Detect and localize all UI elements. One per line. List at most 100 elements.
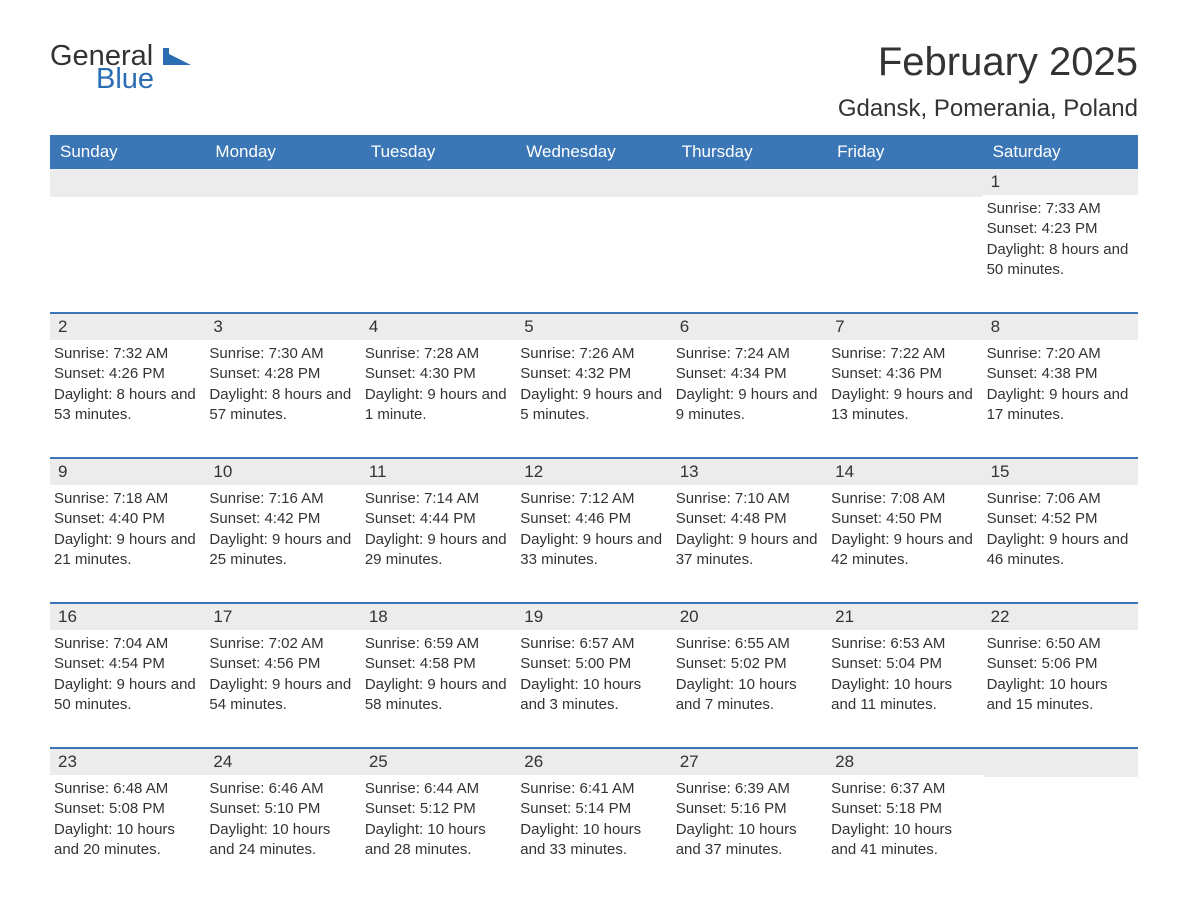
sunrise-line: Sunrise: 7:18 AM: [54, 489, 199, 509]
calendar-day-empty: [205, 169, 360, 284]
sunrise-line: Sunrise: 6:48 AM: [54, 779, 199, 799]
sunrise-line: Sunrise: 7:08 AM: [831, 489, 976, 509]
calendar-day: 26Sunrise: 6:41 AMSunset: 5:14 PMDayligh…: [516, 749, 671, 864]
sunrise-line: Sunrise: 7:28 AM: [365, 344, 510, 364]
calendar-day: 16Sunrise: 7:04 AMSunset: 4:54 PMDayligh…: [50, 604, 205, 719]
day-number: 12: [516, 459, 671, 485]
calendar-day: 8Sunrise: 7:20 AMSunset: 4:38 PMDaylight…: [983, 314, 1138, 429]
day-body: Sunrise: 7:32 AMSunset: 4:26 PMDaylight:…: [50, 340, 205, 429]
day-body: Sunrise: 7:18 AMSunset: 4:40 PMDaylight:…: [50, 485, 205, 574]
sunrise-line: Sunrise: 7:04 AM: [54, 634, 199, 654]
daylight-line: Daylight: 8 hours and 50 minutes.: [987, 240, 1132, 281]
sunset-line: Sunset: 5:12 PM: [365, 799, 510, 819]
day-number: 20: [672, 604, 827, 630]
day-number: 22: [983, 604, 1138, 630]
day-number: 28: [827, 749, 982, 775]
day-number: 26: [516, 749, 671, 775]
calendar-day-empty: [516, 169, 671, 284]
day-body: Sunrise: 7:12 AMSunset: 4:46 PMDaylight:…: [516, 485, 671, 574]
calendar-day: 15Sunrise: 7:06 AMSunset: 4:52 PMDayligh…: [983, 459, 1138, 574]
sunset-line: Sunset: 4:54 PM: [54, 654, 199, 674]
day-body: Sunrise: 7:20 AMSunset: 4:38 PMDaylight:…: [983, 340, 1138, 429]
day-body: Sunrise: 6:55 AMSunset: 5:02 PMDaylight:…: [672, 630, 827, 719]
day-number: 6: [672, 314, 827, 340]
sunset-line: Sunset: 5:10 PM: [209, 799, 354, 819]
daylight-line: Daylight: 10 hours and 41 minutes.: [831, 820, 976, 861]
daylight-line: Daylight: 9 hours and 17 minutes.: [987, 385, 1132, 426]
sunset-line: Sunset: 5:14 PM: [520, 799, 665, 819]
sunrise-line: Sunrise: 7:12 AM: [520, 489, 665, 509]
day-number: 9: [50, 459, 205, 485]
day-number: 18: [361, 604, 516, 630]
day-number: 10: [205, 459, 360, 485]
day-number: [205, 169, 360, 197]
day-body: Sunrise: 6:48 AMSunset: 5:08 PMDaylight:…: [50, 775, 205, 864]
location-subtitle: Gdansk, Pomerania, Poland: [838, 95, 1138, 123]
calendar-day: 14Sunrise: 7:08 AMSunset: 4:50 PMDayligh…: [827, 459, 982, 574]
weekday-header-cell: Sunday: [50, 135, 205, 169]
sunrise-line: Sunrise: 7:02 AM: [209, 634, 354, 654]
sunset-line: Sunset: 4:23 PM: [987, 219, 1132, 239]
sunrise-line: Sunrise: 7:30 AM: [209, 344, 354, 364]
day-body: Sunrise: 7:28 AMSunset: 4:30 PMDaylight:…: [361, 340, 516, 429]
calendar-day: 11Sunrise: 7:14 AMSunset: 4:44 PMDayligh…: [361, 459, 516, 574]
sunset-line: Sunset: 4:46 PM: [520, 509, 665, 529]
calendar-day: 13Sunrise: 7:10 AMSunset: 4:48 PMDayligh…: [672, 459, 827, 574]
day-body: Sunrise: 6:37 AMSunset: 5:18 PMDaylight:…: [827, 775, 982, 864]
day-number: 8: [983, 314, 1138, 340]
daylight-line: Daylight: 9 hours and 5 minutes.: [520, 385, 665, 426]
sunset-line: Sunset: 4:52 PM: [987, 509, 1132, 529]
sunrise-line: Sunrise: 6:53 AM: [831, 634, 976, 654]
title-block: February 2025 Gdansk, Pomerania, Poland: [838, 40, 1138, 123]
sunset-line: Sunset: 4:36 PM: [831, 364, 976, 384]
sunset-line: Sunset: 5:00 PM: [520, 654, 665, 674]
sunset-line: Sunset: 5:02 PM: [676, 654, 821, 674]
calendar-day: 12Sunrise: 7:12 AMSunset: 4:46 PMDayligh…: [516, 459, 671, 574]
day-number: 2: [50, 314, 205, 340]
day-body: Sunrise: 7:24 AMSunset: 4:34 PMDaylight:…: [672, 340, 827, 429]
day-body: Sunrise: 7:14 AMSunset: 4:44 PMDaylight:…: [361, 485, 516, 574]
day-body: Sunrise: 7:08 AMSunset: 4:50 PMDaylight:…: [827, 485, 982, 574]
daylight-line: Daylight: 10 hours and 20 minutes.: [54, 820, 199, 861]
sunset-line: Sunset: 4:50 PM: [831, 509, 976, 529]
day-body: Sunrise: 7:22 AMSunset: 4:36 PMDaylight:…: [827, 340, 982, 429]
calendar-week: 2Sunrise: 7:32 AMSunset: 4:26 PMDaylight…: [50, 312, 1138, 429]
weekday-header-cell: Monday: [205, 135, 360, 169]
calendar-day: 28Sunrise: 6:37 AMSunset: 5:18 PMDayligh…: [827, 749, 982, 864]
day-body: Sunrise: 7:26 AMSunset: 4:32 PMDaylight:…: [516, 340, 671, 429]
daylight-line: Daylight: 8 hours and 53 minutes.: [54, 385, 199, 426]
logo-text-blue: Blue: [96, 65, 191, 94]
daylight-line: Daylight: 10 hours and 3 minutes.: [520, 675, 665, 716]
calendar-week: 16Sunrise: 7:04 AMSunset: 4:54 PMDayligh…: [50, 602, 1138, 719]
day-body: Sunrise: 7:04 AMSunset: 4:54 PMDaylight:…: [50, 630, 205, 719]
daylight-line: Daylight: 10 hours and 11 minutes.: [831, 675, 976, 716]
sunrise-line: Sunrise: 6:37 AM: [831, 779, 976, 799]
calendar-week: 23Sunrise: 6:48 AMSunset: 5:08 PMDayligh…: [50, 747, 1138, 864]
calendar-day-empty: [827, 169, 982, 284]
day-number: 16: [50, 604, 205, 630]
daylight-line: Daylight: 10 hours and 33 minutes.: [520, 820, 665, 861]
weekday-header-cell: Saturday: [983, 135, 1138, 169]
day-number: 13: [672, 459, 827, 485]
sunrise-line: Sunrise: 6:44 AM: [365, 779, 510, 799]
sunset-line: Sunset: 5:16 PM: [676, 799, 821, 819]
calendar: SundayMondayTuesdayWednesdayThursdayFrid…: [50, 135, 1138, 864]
sunset-line: Sunset: 4:58 PM: [365, 654, 510, 674]
day-body: Sunrise: 6:39 AMSunset: 5:16 PMDaylight:…: [672, 775, 827, 864]
sunrise-line: Sunrise: 7:22 AM: [831, 344, 976, 364]
day-number: [672, 169, 827, 197]
daylight-line: Daylight: 10 hours and 37 minutes.: [676, 820, 821, 861]
weekday-header-cell: Tuesday: [361, 135, 516, 169]
calendar-day: 10Sunrise: 7:16 AMSunset: 4:42 PMDayligh…: [205, 459, 360, 574]
day-body: Sunrise: 7:30 AMSunset: 4:28 PMDaylight:…: [205, 340, 360, 429]
calendar-day: 6Sunrise: 7:24 AMSunset: 4:34 PMDaylight…: [672, 314, 827, 429]
day-number: 11: [361, 459, 516, 485]
sunrise-line: Sunrise: 7:33 AM: [987, 199, 1132, 219]
sunset-line: Sunset: 4:32 PM: [520, 364, 665, 384]
sunset-line: Sunset: 4:38 PM: [987, 364, 1132, 384]
weekday-header-cell: Wednesday: [516, 135, 671, 169]
daylight-line: Daylight: 10 hours and 24 minutes.: [209, 820, 354, 861]
day-number: 24: [205, 749, 360, 775]
daylight-line: Daylight: 9 hours and 25 minutes.: [209, 530, 354, 571]
daylight-line: Daylight: 9 hours and 33 minutes.: [520, 530, 665, 571]
